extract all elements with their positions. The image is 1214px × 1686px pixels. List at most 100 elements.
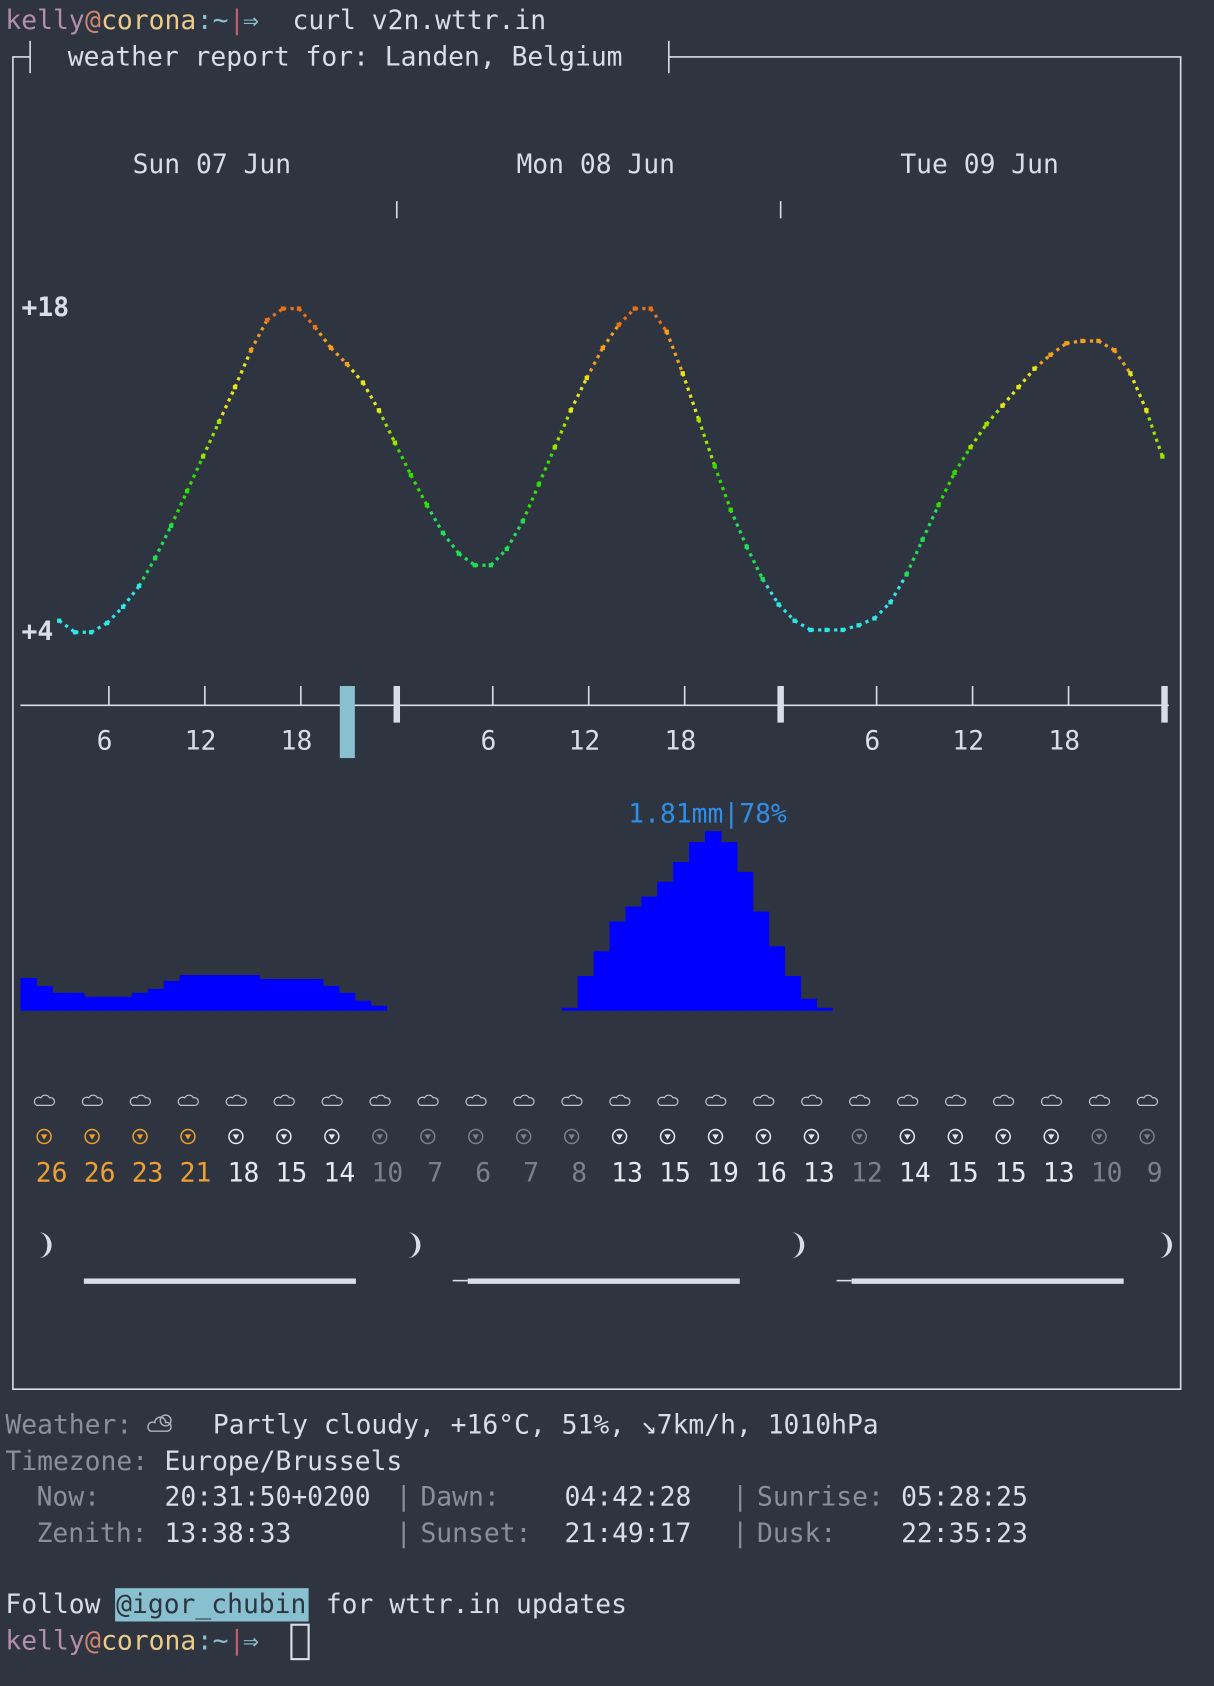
temp-point — [776, 602, 781, 607]
temp-curve-segment — [201, 421, 221, 458]
wind-arrow — [1043, 1128, 1059, 1145]
temp-point — [760, 576, 765, 582]
precip-bar — [291, 978, 308, 1011]
hour-label: 6 — [97, 726, 113, 756]
hour-label: 18 — [281, 726, 313, 756]
temp-curve-segment — [585, 347, 605, 379]
hour-label: 6 — [864, 726, 880, 756]
cloud — [177, 1094, 199, 1106]
temp-curve-segment — [713, 465, 733, 511]
wind-arrow — [1091, 1128, 1107, 1145]
temp-point — [984, 422, 989, 427]
temp-point — [216, 419, 222, 425]
cloud — [369, 1094, 391, 1106]
cloud — [753, 1094, 775, 1106]
weather-icon — [849, 1094, 871, 1106]
temp-point — [424, 502, 430, 508]
follow-text: Follow — [5, 1590, 100, 1620]
precip-bar — [243, 975, 260, 1011]
temp-curve-segment — [745, 545, 765, 580]
precip-bar — [577, 976, 595, 1011]
astro-label: Dawn: — [420, 1482, 499, 1512]
temp-point — [568, 408, 573, 413]
astro-value: 21:49:17 — [565, 1519, 692, 1549]
temp-point — [936, 502, 941, 508]
weather-icon — [753, 1094, 775, 1106]
wind-arrow — [851, 1128, 868, 1145]
precip-bar — [147, 988, 165, 1011]
cloud — [897, 1094, 919, 1106]
astro-value: 22:35:23 — [901, 1519, 1028, 1549]
temp-curve-segment — [153, 525, 173, 559]
weather-icon — [1136, 1094, 1159, 1106]
temp-curve-segment — [953, 446, 972, 474]
wind-arrow — [611, 1128, 628, 1145]
prompt: kelly @ corona :~ | ⇒ — [5, 1626, 258, 1656]
temp-curve-segment — [1066, 339, 1083, 345]
temp-curve-segment — [761, 578, 781, 606]
moon — [407, 1232, 421, 1259]
temp-curve-segment — [361, 381, 381, 412]
temp-point — [808, 627, 813, 633]
temp-point — [664, 329, 669, 334]
moon — [791, 1232, 805, 1259]
temp-point — [184, 489, 190, 494]
cursor[interactable] — [290, 1623, 310, 1661]
follow-handle[interactable]: @igor_chubin — [116, 1590, 306, 1620]
temp-curve-segment — [969, 423, 988, 449]
wind-speed: 19 — [707, 1159, 739, 1189]
temp-point — [952, 470, 957, 475]
temp-point — [1144, 408, 1149, 413]
temp-point — [696, 417, 701, 422]
wind-circle — [1139, 1128, 1155, 1145]
wind-speed: 10 — [371, 1159, 403, 1189]
wind-circle — [276, 1128, 292, 1145]
temp-point — [536, 482, 541, 487]
temp-point — [57, 618, 62, 623]
temp-point — [1032, 366, 1037, 371]
weather-icon — [177, 1094, 199, 1106]
hour-label: 12 — [185, 726, 217, 756]
temp-point — [440, 530, 446, 535]
temp-point — [920, 537, 925, 542]
temp-point — [1000, 403, 1005, 408]
astro-value: 13:38:33 — [165, 1519, 292, 1549]
weather-icon — [1040, 1094, 1063, 1106]
astro-separator: | — [732, 1519, 748, 1549]
temp-curve-segment — [697, 419, 717, 467]
weather-icon — [33, 1094, 56, 1106]
precip-bar — [736, 871, 754, 1011]
wind-arrow — [228, 1128, 244, 1145]
temp-curve-segment — [457, 552, 476, 567]
precip-bar — [752, 911, 770, 1011]
temp-point — [504, 546, 509, 552]
wind-direction — [712, 1134, 719, 1140]
temp-curve-segment — [425, 504, 445, 534]
prompt-user: kelly — [5, 1626, 84, 1656]
cloud — [225, 1094, 247, 1106]
precip-bar — [68, 992, 85, 1011]
wind-circle — [803, 1128, 820, 1145]
cloud — [273, 1094, 295, 1106]
astro-value: 20:31:50+0200 — [165, 1482, 371, 1512]
temp-point — [1016, 385, 1021, 390]
wind-speed: 14 — [899, 1159, 931, 1189]
cloud — [321, 1094, 343, 1106]
wind-arrow — [324, 1128, 340, 1145]
precip-bar — [322, 985, 340, 1011]
cloud — [657, 1094, 679, 1106]
daylight-bar — [851, 1278, 1124, 1284]
precip-bar — [593, 951, 611, 1011]
day-boundary — [777, 686, 784, 723]
wind-speed: 8 — [571, 1159, 587, 1189]
wind-circle — [420, 1128, 436, 1145]
precip-bar — [131, 992, 149, 1011]
weather-icon — [225, 1094, 247, 1106]
wind-direction — [904, 1134, 911, 1140]
temp-point — [872, 616, 877, 621]
temp-curve-segment — [137, 557, 157, 587]
wind-speed: 9 — [1147, 1159, 1163, 1189]
temp-curve-segment — [601, 323, 621, 349]
wind-circle — [1091, 1128, 1107, 1145]
